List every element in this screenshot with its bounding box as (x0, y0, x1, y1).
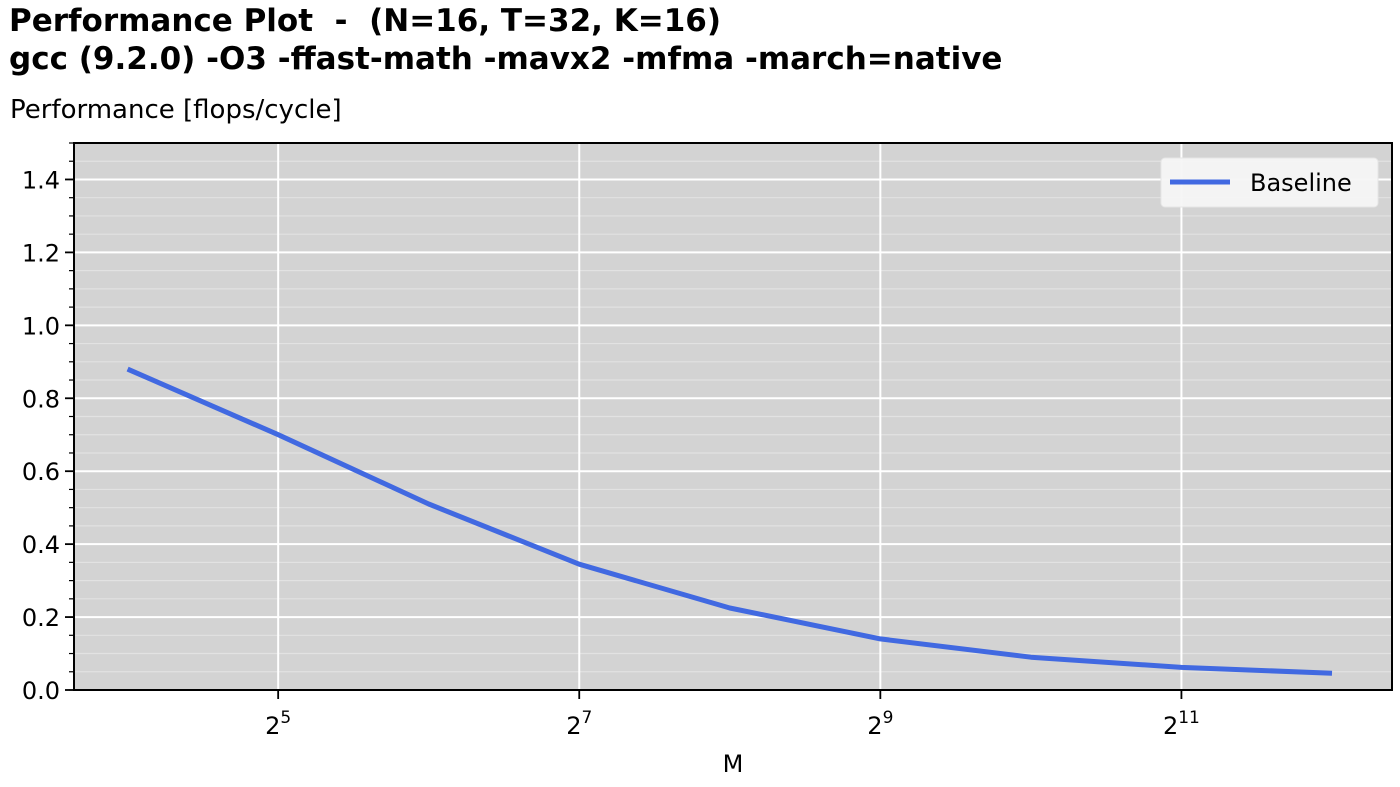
x-tick-label: 25 (265, 708, 291, 740)
legend-label: Baseline (1250, 169, 1352, 197)
y-tick-label: 0.0 (22, 677, 60, 705)
x-axis: 25 27 29 211 (265, 690, 1200, 740)
y-tick-label: 1.2 (22, 239, 60, 267)
series-layer (126, 366, 1333, 676)
chart-title: Performance Plot - (N=16, T=32, K=16) (9, 3, 722, 39)
y-tick-label: 1.4 (22, 166, 60, 194)
legend[interactable]: Baseline (1160, 157, 1379, 208)
chart-subtitle: gcc (9.2.0) -O3 -ffast-math -mavx2 -mfma… (9, 41, 1003, 77)
legend-box (1160, 157, 1379, 208)
y-tick-label: 0.8 (22, 385, 60, 413)
x-tick-label: 29 (867, 708, 893, 740)
x-axis-label: M (723, 750, 744, 778)
y-axis: 0.0 0.2 0.4 0.6 0.8 1.0 1.2 1.4 (22, 142, 74, 705)
y-tick-label: 0.2 (22, 604, 60, 632)
y-tick-label: 0.4 (22, 531, 60, 559)
series-line-baseline (126, 366, 1333, 676)
y-tick-label: 1.0 (22, 312, 60, 340)
y-axis-label: Performance [flops/cycle] (10, 95, 342, 125)
major-grid (74, 143, 1392, 690)
y-tick-label: 0.6 (22, 458, 60, 486)
x-tick-label: 27 (566, 708, 592, 740)
x-tick-label: 211 (1163, 708, 1200, 740)
